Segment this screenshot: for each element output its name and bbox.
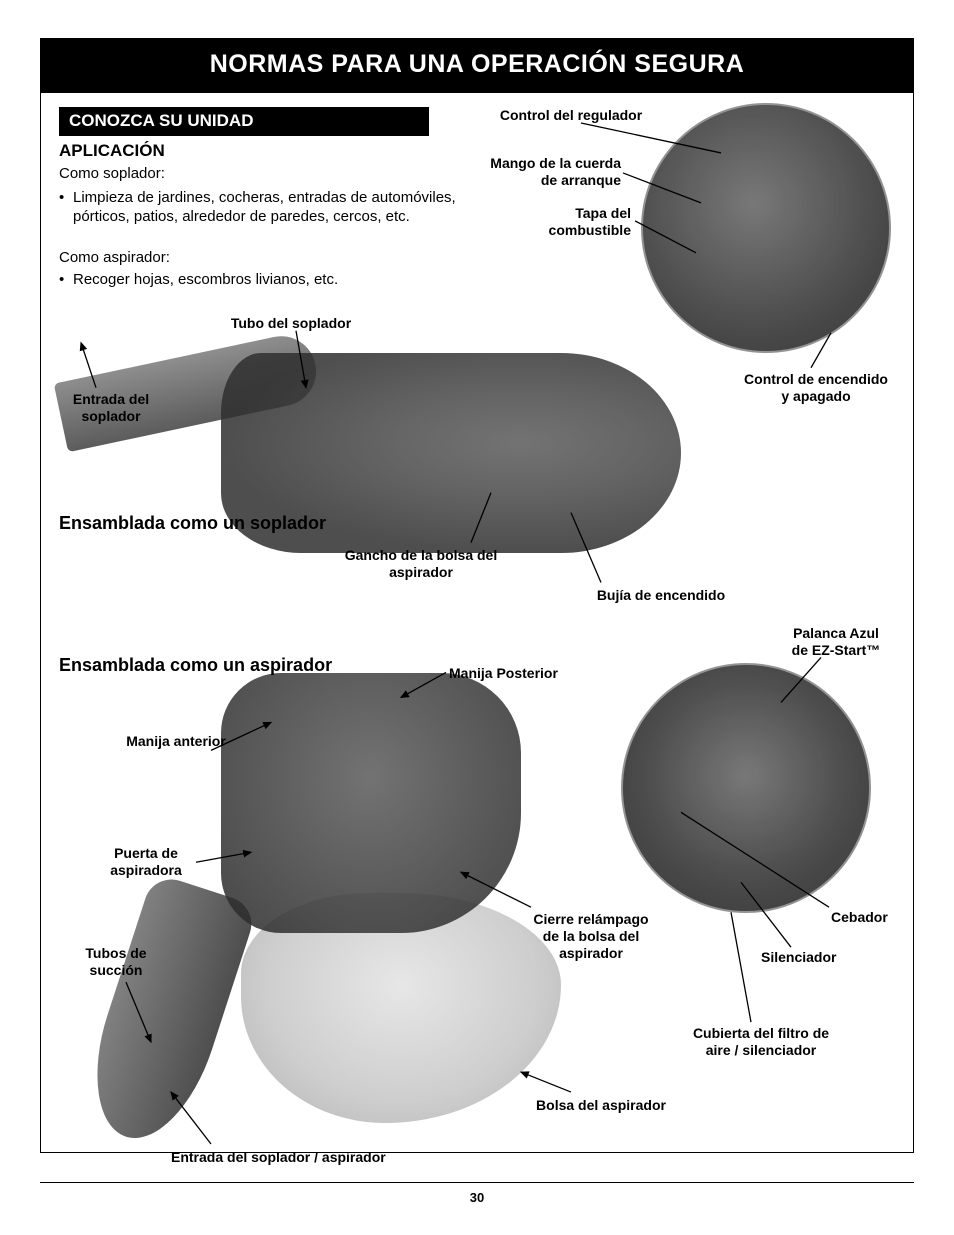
manual-page: NORMAS PARA UNA OPERACIÓN SEGURA CONOZCA… — [40, 38, 914, 1188]
assembled-vacuum-heading: Ensamblada como un aspirador — [59, 655, 332, 676]
bullet-dot-icon: • — [59, 271, 64, 290]
label-fuel-cap: Tapa del combustible — [481, 205, 631, 239]
footer-rule — [40, 1182, 914, 1183]
section-heading: CONOZCA SU UNIDAD — [69, 111, 253, 130]
assembled-blower-heading: Ensamblada como un soplador — [59, 513, 326, 534]
label-rear-handle: Manija Posterior — [449, 665, 629, 682]
page-title-bar: NORMAS PARA UNA OPERACIÓN SEGURA — [40, 38, 914, 93]
label-blower-inlet: Entrada del soplador — [51, 391, 171, 425]
label-spark-plug: Bujía de encendido — [551, 587, 771, 604]
bullet-dot-icon: • — [59, 189, 64, 208]
label-starter-rope: Mango de la cuerda de arranque — [421, 155, 621, 189]
as-vacuum-intro: Como aspirador: — [59, 249, 170, 268]
label-suction-tubes: Tubos de succión — [61, 945, 171, 979]
as-vacuum-bullet-text: Recoger hojas, escombros livianos, etc. — [73, 271, 459, 290]
detail-inset-bottom-graphic — [621, 663, 871, 913]
label-muffler: Silenciador — [761, 949, 901, 966]
detail-inset-top-graphic — [641, 103, 891, 353]
label-throttle-control: Control del regulador — [461, 107, 681, 124]
application-heading: APLICACIÓN — [59, 141, 165, 161]
label-ez-start: Palanca Azul de EZ-Start™ — [761, 625, 911, 659]
label-bag-hook: Gancho de la bolsa del aspirador — [311, 547, 531, 581]
label-on-off: Control de encendido y apagado — [721, 371, 911, 405]
label-vacuum-bag: Bolsa del aspirador — [501, 1097, 701, 1114]
section-heading-bar: CONOZCA SU UNIDAD — [59, 107, 429, 136]
vacuum-tube-graphic — [74, 872, 259, 1153]
page-title: NORMAS PARA UNA OPERACIÓN SEGURA — [210, 50, 745, 78]
vacuum-body-graphic — [221, 673, 521, 933]
page-number: 30 — [0, 1190, 954, 1205]
label-blower-tube: Tubo del soplador — [191, 315, 391, 332]
label-air-filter-cover: Cubierta del filtro de aire / silenciado… — [661, 1025, 861, 1059]
content-frame: CONOZCA SU UNIDAD APLICACIÓN Como soplad… — [40, 93, 914, 1153]
label-vacuum-door: Puerta de aspiradora — [81, 845, 211, 879]
as-blower-intro: Como soplador: — [59, 165, 165, 184]
label-primer: Cebador — [831, 909, 911, 926]
label-blower-vacuum-inlet: Entrada del soplador / aspirador — [171, 1149, 471, 1166]
label-front-handle: Manija anterior — [96, 733, 256, 750]
as-blower-bullet-text: Limpieza de jardines, cocheras, entradas… — [73, 189, 459, 227]
label-bag-zipper: Cierre relámpago de la bolsa del aspirad… — [501, 911, 681, 961]
